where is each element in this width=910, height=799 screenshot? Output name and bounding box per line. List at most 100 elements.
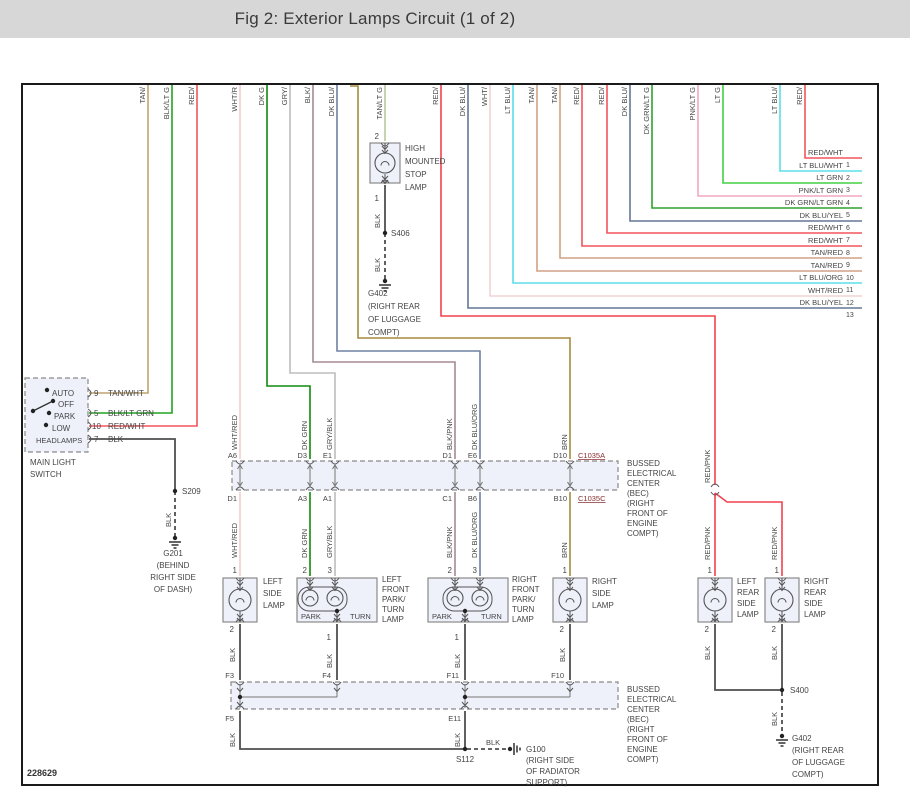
chevron-down-icon [461, 613, 469, 619]
label: SUPPORT) [526, 778, 568, 787]
label: LT GRN [816, 173, 843, 182]
label: A3 [298, 494, 307, 503]
label: 4 [846, 200, 850, 207]
label: TAN/RED [811, 261, 844, 270]
chevron-down-icon [461, 701, 469, 707]
chevron-down-icon [333, 613, 341, 619]
wire-term13-dk-blu-yel [467, 85, 862, 309]
label: COMPT) [627, 529, 659, 538]
label: FRONT OF [627, 735, 668, 744]
label: BRN [560, 542, 569, 558]
label: DK BLU/ORG [470, 404, 479, 450]
chevron-down-icon [381, 175, 389, 181]
label: 3 [473, 566, 478, 575]
wire-term11-lt-blu-org [512, 85, 862, 284]
connector-arc-icon [332, 618, 342, 623]
connector-link-c1035a[interactable]: C1035A [578, 451, 605, 460]
chevron-down-icon [236, 586, 244, 592]
label: (RIGHT SIDE [526, 756, 574, 765]
wire-tan-wht [89, 85, 149, 394]
main-light-switch-box [24, 377, 89, 453]
label: G100 [526, 745, 546, 754]
label: DK G [257, 87, 266, 106]
label: PARK [432, 612, 452, 621]
label: 2 [448, 566, 453, 575]
arrowhead-down-icon [452, 481, 458, 487]
connector-arc-icon [380, 142, 390, 147]
page-title: Fig 2: Exterior Lamps Circuit (1 of 2) [234, 9, 516, 28]
wire-blk-left-rear-lamp [714, 624, 780, 691]
label: TAN/ [138, 86, 147, 103]
title-bar: Fig 2: Exterior Lamps Circuit (1 of 2) [0, 0, 910, 38]
label: OFF [58, 400, 74, 409]
wire-blk-switch [89, 438, 176, 489]
label: PARK [54, 412, 76, 421]
junction-dot-icon [779, 687, 785, 693]
bulb-icon [228, 588, 252, 612]
bulb-filament-icon [710, 598, 720, 603]
connector-arc-icon [475, 486, 485, 491]
label: BLK [486, 738, 500, 747]
connector-arc-icon [565, 577, 575, 582]
label: BLK [453, 654, 462, 668]
wire-term5-dk-grn-lt-grn [651, 85, 862, 209]
wire-brn-top [350, 85, 571, 459]
label: DK BLU/ [620, 86, 629, 116]
junction-dot-icon [46, 410, 52, 416]
label: G402 [368, 289, 388, 298]
label: RED/ [795, 86, 804, 105]
bec2-box [230, 681, 619, 710]
connector-arc-icon [235, 486, 245, 491]
label: BLK [770, 646, 779, 660]
label: TAN/ [527, 86, 536, 103]
chevron-down-icon [381, 179, 389, 185]
label: RED/WHT [808, 148, 843, 157]
label: LT G [713, 87, 722, 103]
label: BRN [560, 434, 569, 450]
label: 12 [846, 300, 854, 307]
label: 1 [375, 194, 380, 203]
label: RED/ [431, 86, 440, 105]
label: 8 [846, 250, 850, 257]
label: WHT/RED [808, 286, 844, 295]
label: REAR [804, 588, 826, 597]
wire-term8-red-wht [581, 85, 862, 247]
label: 9 [94, 389, 99, 398]
arrowhead-down-icon [237, 481, 243, 487]
chevron-down-icon [476, 581, 484, 587]
label: S112 [456, 755, 475, 764]
label: DK BLU/YEL [800, 211, 843, 220]
label: BLK [453, 733, 462, 747]
connector-arc-icon [565, 460, 575, 465]
label: 10 [846, 275, 854, 282]
label: LT BLU/WHT [799, 161, 843, 170]
label: SWITCH [30, 470, 62, 479]
label: (RIGHT REAR [368, 302, 420, 311]
chevron-down-icon [333, 617, 341, 623]
bec1-box [231, 460, 619, 491]
label: DK GRN/LT GRN [785, 198, 843, 207]
label: TAN/RED [811, 248, 844, 257]
label: RED/ [572, 86, 581, 105]
label: RIGHT [804, 577, 829, 586]
label: OF RADIATOR [526, 767, 580, 776]
label: 1 [846, 162, 850, 169]
junction-dot-icon [30, 408, 36, 414]
label: MAIN LIGHT [30, 458, 76, 467]
wire-red-pnk-trunk [440, 85, 716, 485]
label: 9 [846, 262, 850, 269]
wire-dk-grn-top [266, 85, 311, 459]
chevron-down-icon [778, 617, 786, 623]
label: PNK/LT G [688, 87, 697, 121]
label: LT BLU/ [770, 86, 779, 114]
label: ELECTRICAL [627, 469, 677, 478]
label: RIGHT [592, 577, 617, 586]
label: STOP [405, 170, 427, 179]
wire-term9-tan-red [559, 85, 862, 259]
label: SIDE [263, 589, 282, 598]
chevron-down-icon [236, 687, 244, 693]
connector-link-c1035c[interactable]: C1035C [578, 494, 606, 503]
chevron-down-icon [451, 581, 459, 587]
label: PNK/LT GRN [799, 186, 843, 195]
